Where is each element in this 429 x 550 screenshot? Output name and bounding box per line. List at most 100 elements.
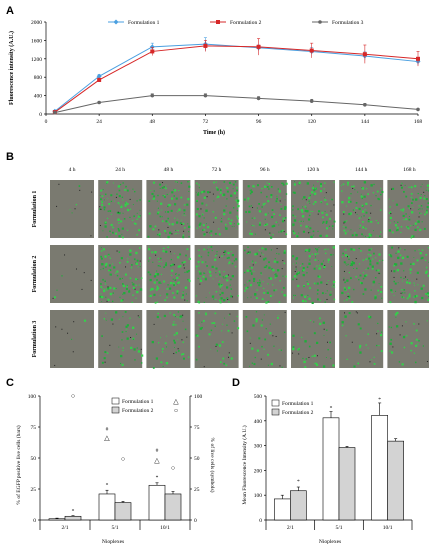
green-cell <box>261 298 264 301</box>
micrograph-image <box>242 180 287 238</box>
green-cell <box>344 254 348 257</box>
green-cell <box>375 219 378 222</box>
green-cell <box>259 279 261 281</box>
green-cell <box>295 268 297 270</box>
green-cell <box>368 315 370 318</box>
green-cell <box>410 225 412 227</box>
green-cell <box>410 193 413 195</box>
dark-speck <box>316 355 318 357</box>
green-cell <box>301 211 304 214</box>
data-point <box>203 93 208 98</box>
green-cell <box>211 250 213 252</box>
green-cell <box>101 257 103 260</box>
green-cell <box>408 282 411 285</box>
green-cell <box>135 262 137 264</box>
green-cell <box>377 269 380 272</box>
green-cell <box>165 220 168 223</box>
green-cell <box>274 276 277 279</box>
green-cell <box>160 261 162 263</box>
green-cell <box>424 259 427 262</box>
green-cell <box>365 202 368 206</box>
green-cell <box>170 258 173 261</box>
green-cell <box>331 286 333 288</box>
green-cell <box>408 293 411 296</box>
green-cell <box>368 257 371 260</box>
green-cell <box>102 289 106 293</box>
green-cell <box>218 299 221 302</box>
green-cell <box>196 334 199 337</box>
green-cell <box>361 233 363 236</box>
green-cell <box>120 257 123 260</box>
green-cell <box>122 316 124 318</box>
green-cell <box>260 285 262 287</box>
green-cell <box>250 296 252 298</box>
dark-speck <box>90 235 92 237</box>
green-cell <box>313 332 316 335</box>
green-cell <box>166 193 168 196</box>
green-cell <box>401 296 403 298</box>
green-cell <box>203 196 206 199</box>
dark-speck <box>324 265 326 267</box>
green-cell <box>103 208 106 211</box>
green-cell <box>367 253 370 256</box>
green-cell <box>180 219 182 221</box>
y-tick-label: 0 <box>259 518 262 524</box>
green-cell <box>359 327 362 330</box>
green-cell <box>412 206 414 208</box>
green-cell <box>307 218 311 221</box>
green-cell <box>309 227 312 230</box>
green-cell <box>251 266 253 269</box>
green-cell <box>180 196 183 199</box>
data-point <box>149 44 155 50</box>
green-cell <box>165 184 167 186</box>
green-cell <box>379 231 382 233</box>
green-cell <box>183 212 185 215</box>
dark-speck <box>181 339 183 341</box>
green-cell <box>421 296 424 300</box>
green-cell <box>250 230 252 232</box>
dark-speck <box>186 336 188 338</box>
green-cell <box>379 209 382 211</box>
green-cell <box>256 207 258 209</box>
green-cell <box>299 181 301 182</box>
dark-speck <box>370 212 372 214</box>
green-cell <box>105 266 107 268</box>
green-cell <box>176 181 178 183</box>
green-cell <box>249 232 251 235</box>
column-label: 24 h <box>115 167 125 173</box>
green-cell <box>297 348 299 351</box>
green-cell <box>130 266 133 269</box>
green-cell <box>100 189 103 192</box>
green-cell <box>168 223 171 226</box>
green-cell <box>402 335 406 339</box>
green-cell <box>421 221 423 223</box>
green-cell <box>314 256 317 258</box>
green-cell <box>278 349 280 351</box>
green-cell <box>248 251 251 254</box>
green-cell <box>167 210 170 213</box>
green-cell <box>121 204 123 206</box>
green-cell <box>275 274 278 278</box>
green-cell <box>422 284 425 287</box>
green-cell <box>362 271 365 274</box>
green-cell <box>236 210 239 212</box>
green-cell <box>177 281 180 284</box>
green-cell <box>148 200 151 202</box>
green-cell <box>155 289 158 291</box>
green-cell <box>201 202 204 205</box>
green-cell <box>226 324 228 326</box>
dark-speck <box>182 314 184 316</box>
green-cell <box>174 181 176 183</box>
dark-speck <box>252 207 254 209</box>
bar <box>64 515 82 521</box>
green-cell <box>427 296 429 298</box>
green-cell <box>232 207 235 209</box>
green-cell <box>320 281 323 284</box>
green-cell <box>323 265 326 269</box>
green-cell <box>275 200 278 203</box>
green-cell <box>120 205 123 209</box>
dark-speck <box>184 299 186 301</box>
green-cell <box>197 260 200 263</box>
green-cell <box>129 216 131 219</box>
green-cell <box>186 270 189 273</box>
